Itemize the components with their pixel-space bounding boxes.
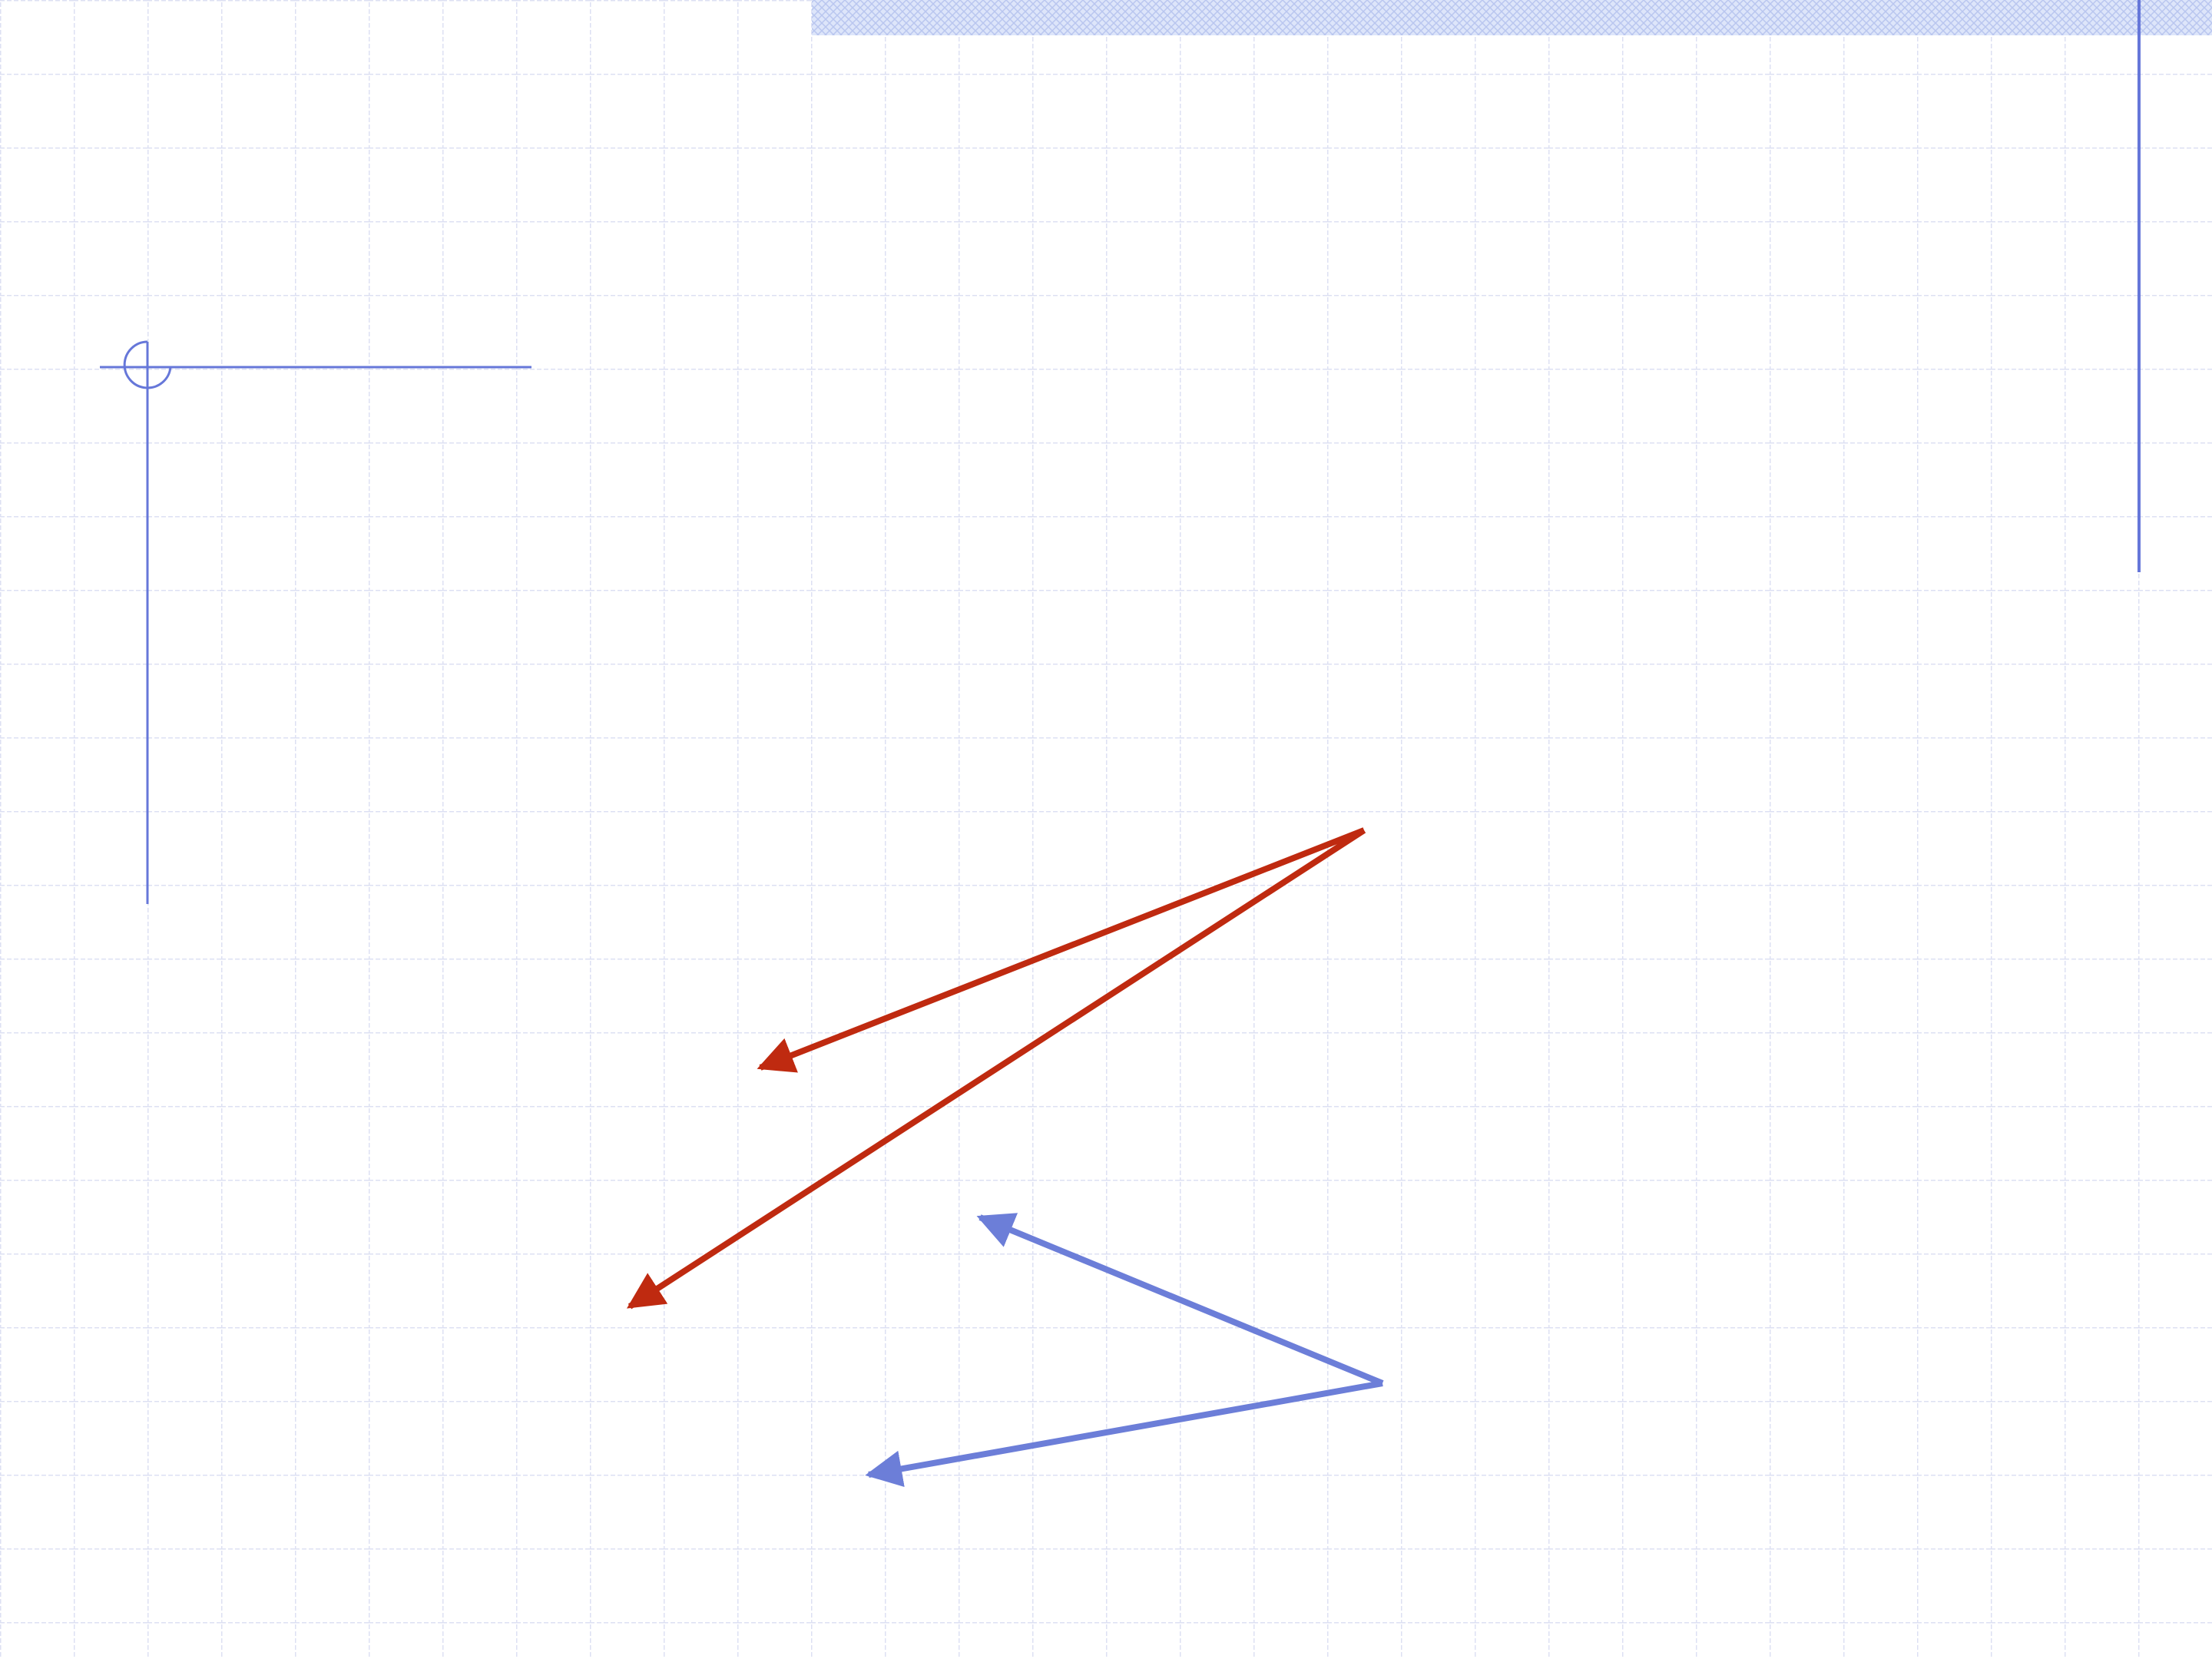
red-arrow-upper <box>757 827 1366 1073</box>
red-arrow-group <box>626 827 1366 1310</box>
blue-arrow-lower <box>865 1380 1383 1488</box>
ornament-circle-icon <box>123 340 172 389</box>
header-band <box>812 0 2212 35</box>
blue-arrow-group <box>865 1213 1384 1488</box>
red-arrow-lower <box>626 827 1366 1310</box>
corner-ornament <box>100 340 531 904</box>
blue-arrow-upper <box>976 1213 1384 1386</box>
